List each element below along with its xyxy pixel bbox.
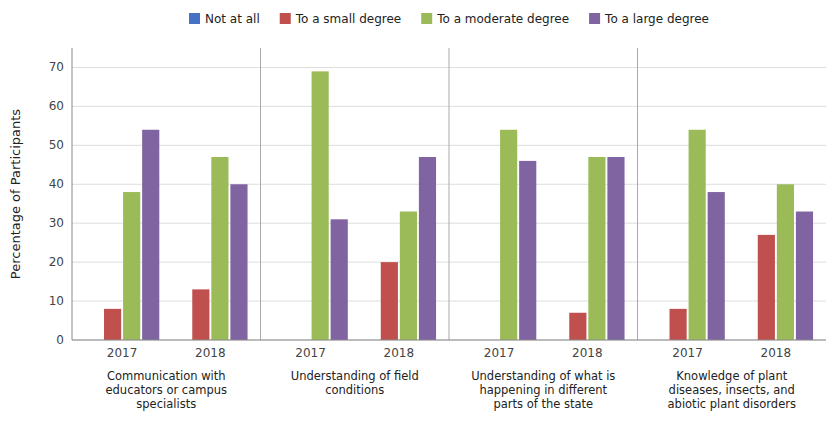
bars (104, 71, 813, 340)
bar (381, 262, 398, 340)
category-label-line: Knowledge of plant (676, 369, 787, 383)
bar (569, 313, 586, 340)
grid-line (638, 67, 827, 68)
panel-divider (260, 48, 261, 340)
grid-line (261, 67, 450, 68)
x-tick-label: 2018 (761, 346, 792, 360)
bar (211, 157, 228, 340)
category-label-line: diseases, insects, and (669, 383, 795, 397)
category-label: Communication witheducators or campusspe… (105, 369, 227, 411)
legend-swatch (589, 13, 600, 24)
y-axis-label: Percentage of Participants (8, 109, 23, 280)
bar (607, 157, 624, 340)
grid-line (638, 145, 827, 146)
y-tick-label: 70 (49, 60, 64, 74)
grid-line (72, 106, 261, 107)
bar (758, 235, 775, 340)
bar (331, 219, 348, 340)
category-label-line: educators or campus (105, 383, 227, 397)
bar (500, 130, 517, 340)
legend-swatch (280, 13, 291, 24)
grid-line (72, 145, 261, 146)
grid-line (638, 184, 827, 185)
bar (670, 309, 687, 340)
y-tick-label: 30 (49, 216, 64, 230)
bar (708, 192, 725, 340)
category-label: Understanding of fieldconditions (291, 369, 419, 397)
bar (312, 71, 329, 340)
grid-line (638, 106, 827, 107)
x-tick-label: 2017 (295, 346, 326, 360)
category-label: Understanding of what ishappening in dif… (471, 369, 615, 411)
legend-swatch (421, 13, 432, 24)
category-label-line: happening in different (479, 383, 607, 397)
legend-label: To a small degree (295, 12, 401, 26)
chart: 0 10 20 30 40 50 60 70 Percentage of Participant… (0, 0, 836, 443)
grid-line (261, 145, 450, 146)
legend-label: To a moderate degree (436, 12, 569, 26)
category-label-line: Understanding of what is (471, 369, 615, 383)
y-tick-label: 60 (49, 99, 64, 113)
panel-divider (637, 48, 638, 340)
bar (419, 157, 436, 340)
legend-label: To a large degree (604, 12, 709, 26)
y-tick-label: 0 (56, 333, 64, 347)
grid-line (261, 106, 450, 107)
bar (192, 289, 209, 340)
x-tick-label: 2017 (107, 346, 138, 360)
grid-line (72, 67, 261, 68)
category-label: Knowledge of plantdiseases, insects, and… (668, 369, 796, 411)
legend-item: To a large degree (589, 12, 709, 26)
x-tick-label: 2017 (672, 346, 703, 360)
grid-line (449, 145, 638, 146)
axes (72, 48, 826, 340)
legend-item: To a moderate degree (421, 12, 569, 26)
y-tick-label: 50 (49, 138, 64, 152)
x-axis-line (72, 340, 826, 341)
y-axis-line (72, 48, 73, 340)
bar (689, 130, 706, 340)
category-label-line: Understanding of field (291, 369, 419, 383)
y-tick-label: 40 (49, 177, 64, 191)
grid-line (449, 106, 638, 107)
legend-item: Not at all (189, 12, 260, 26)
x-tick-label: 2018 (572, 346, 603, 360)
y-tick-label: 20 (49, 255, 64, 269)
bar (400, 212, 417, 340)
category-label-line: Communication with (107, 369, 226, 383)
x-tick-label: 2017 (484, 346, 515, 360)
bar (230, 184, 247, 340)
x-tick-label: 2018 (384, 346, 415, 360)
bar (142, 130, 159, 340)
labels: 0 10 20 30 40 50 60 70 Percentage of Participant… (8, 60, 796, 411)
category-label-line: conditions (325, 383, 384, 397)
bar (777, 184, 794, 340)
bar (123, 192, 140, 340)
bar (796, 212, 813, 340)
x-tick-label: 2018 (195, 346, 226, 360)
category-label-line: parts of the state (493, 397, 593, 411)
category-label-line: abiotic plant disorders (668, 397, 796, 411)
page: {"chart_data": [ {"type": "bar", "title"… (0, 0, 836, 443)
bar (519, 161, 536, 340)
legend-label: Not at all (205, 12, 260, 26)
bar (588, 157, 605, 340)
panel-divider (449, 48, 450, 340)
category-label-line: specialists (136, 397, 196, 411)
legend: Not at all To a small degree To a moderate… (189, 12, 709, 26)
bar (104, 309, 121, 340)
legend-item: To a small degree (280, 12, 401, 26)
grid-line (449, 67, 638, 68)
y-tick-label: 10 (49, 294, 64, 308)
legend-swatch (189, 13, 200, 24)
